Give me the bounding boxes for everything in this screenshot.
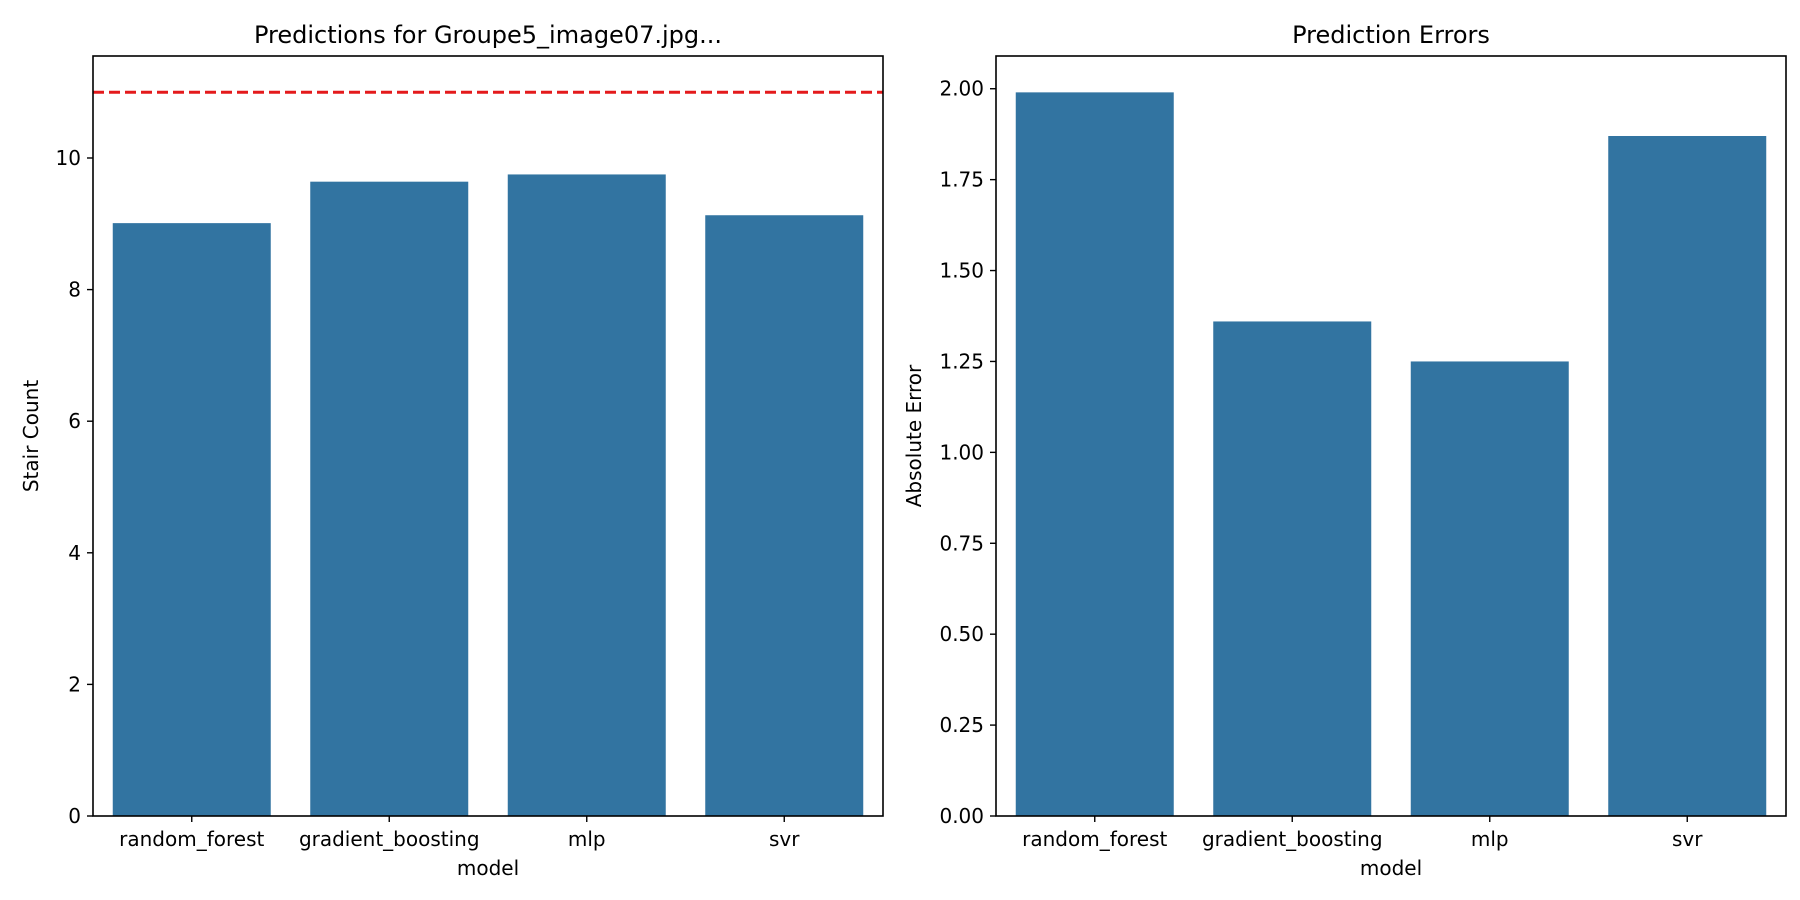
- x-tick-label: gradient_boosting: [299, 827, 480, 851]
- plot-frame: [92, 55, 884, 817]
- plot-frame: [995, 55, 1787, 817]
- y-tick-label: 1.75: [939, 168, 984, 192]
- y-tick-label: 0.00: [939, 804, 984, 828]
- y-tick-label: 1.00: [939, 440, 984, 464]
- x-tick-label: random_forest: [1022, 827, 1167, 851]
- x-tick-label: gradient_boosting: [1202, 827, 1383, 851]
- y-tick-label: 0: [68, 804, 81, 828]
- bar-svr: [1608, 136, 1767, 816]
- bar-mlp: [1410, 361, 1569, 816]
- y-axis-label: Stair Count: [19, 380, 43, 492]
- bar-gradient_boosting: [310, 181, 469, 816]
- x-tick-label: mlp: [568, 827, 606, 851]
- errors-chart: Prediction Errors model Absolute Error 0…: [902, 21, 1787, 880]
- y-tick-label: 0.75: [939, 531, 984, 555]
- y-tick-label: 8: [68, 278, 81, 302]
- y-tick-label: 6: [68, 409, 81, 433]
- x-tick-label: svr: [769, 827, 800, 851]
- y-tick-label: 2: [68, 672, 81, 696]
- chart-title: Predictions for Groupe5_image07.jpg...: [254, 21, 722, 49]
- predictions-chart: Predictions for Groupe5_image07.jpg... m…: [19, 21, 884, 880]
- x-tick-label: random_forest: [119, 827, 264, 851]
- bar-svr: [705, 215, 864, 816]
- y-tick-label: 10: [56, 146, 81, 170]
- bar-random_forest: [1015, 92, 1174, 816]
- y-tick-label: 1.50: [939, 259, 984, 283]
- x-axis-label: model: [457, 856, 519, 880]
- bar-gradient_boosting: [1213, 321, 1372, 816]
- bar-random_forest: [112, 223, 271, 816]
- y-tick-label: 0.50: [939, 622, 984, 646]
- x-tick-label: svr: [1672, 827, 1703, 851]
- y-tick-label: 1.25: [939, 349, 984, 373]
- bar-mlp: [507, 174, 666, 817]
- y-tick-label: 4: [68, 541, 81, 565]
- y-tick-label: 0.25: [939, 713, 984, 737]
- y-tick-label: 2.00: [939, 77, 984, 101]
- y-axis-label: Absolute Error: [902, 364, 926, 507]
- x-tick-label: mlp: [1471, 827, 1509, 851]
- x-axis-label: model: [1360, 856, 1422, 880]
- chart-title: Prediction Errors: [1292, 21, 1490, 49]
